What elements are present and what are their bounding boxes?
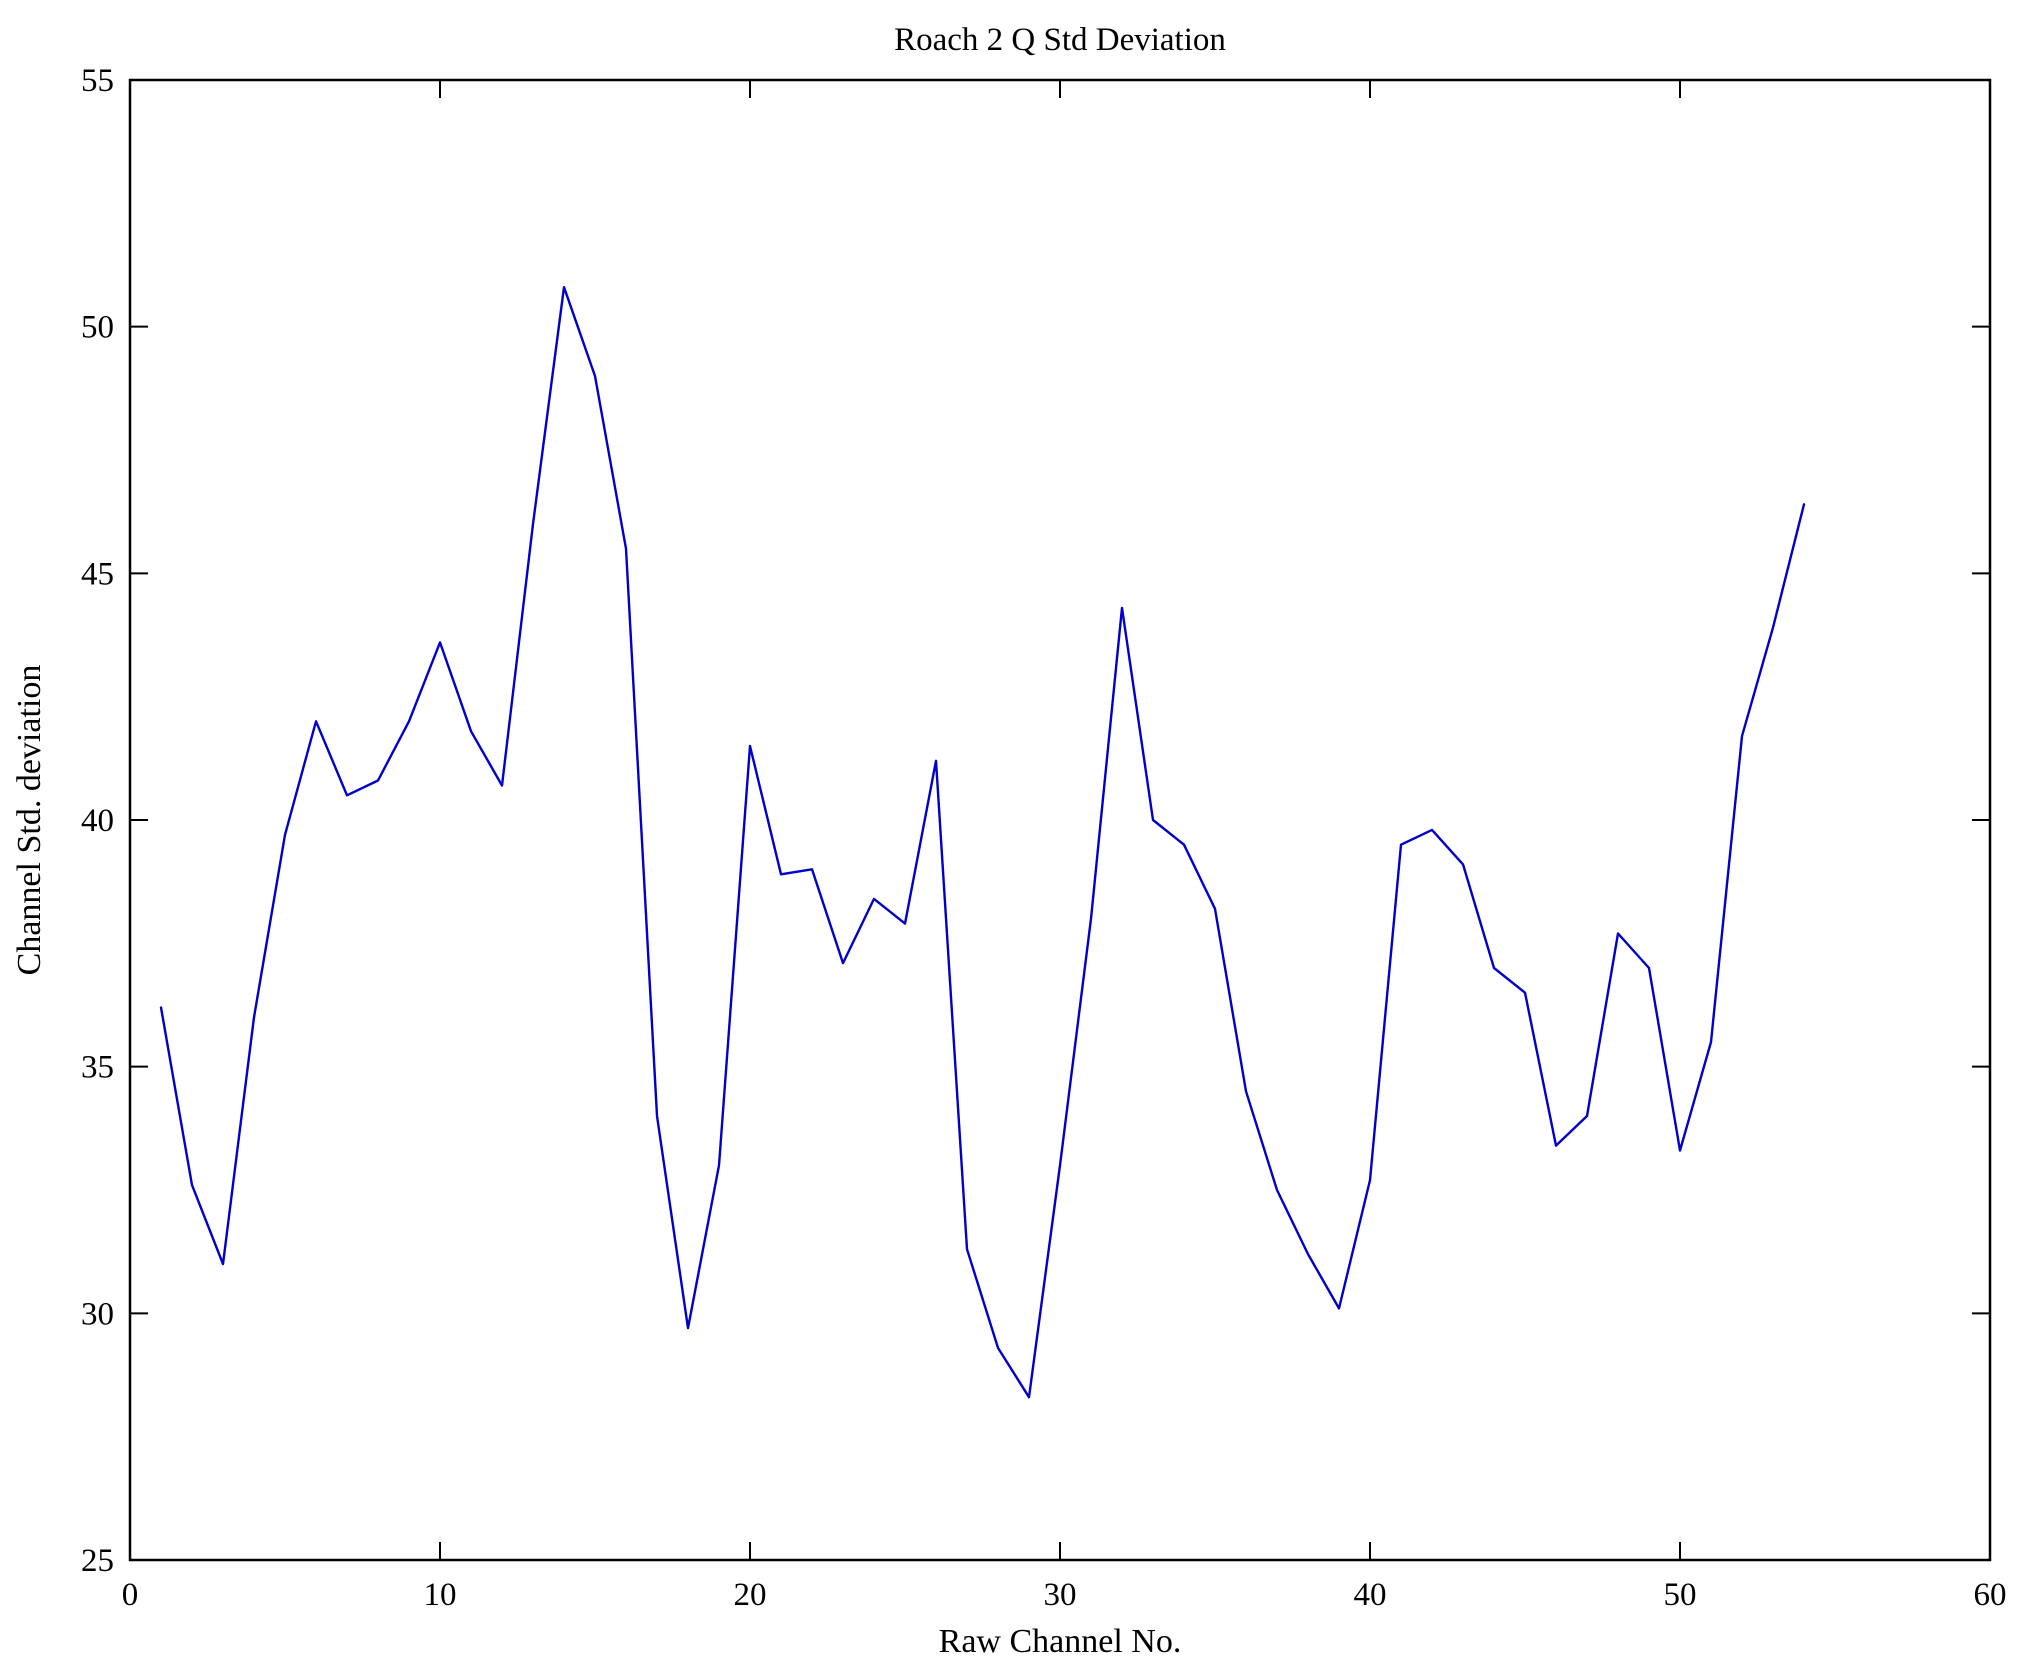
y-tick-label: 30 — [81, 1296, 114, 1332]
x-tick-label: 40 — [1354, 1577, 1387, 1613]
x-tick-label: 0 — [122, 1577, 139, 1613]
y-tick-label: 45 — [81, 556, 114, 592]
plot-area: 0 10 20 30 40 50 60 25 30 35 40 45 50 55 — [81, 63, 2007, 1613]
x-tick-label: 50 — [1664, 1577, 1697, 1613]
chart-title: Roach 2 Q Std Deviation — [894, 22, 1226, 58]
x-tick-label: 10 — [424, 1577, 457, 1613]
y-tick-label: 40 — [81, 803, 114, 839]
y-axis-label: Channel Std. deviation — [11, 665, 48, 976]
x-tick-label: 60 — [1974, 1577, 2007, 1613]
x-tick-label: 30 — [1044, 1577, 1077, 1613]
y-tick-label: 25 — [81, 1543, 114, 1579]
data-series-line — [159, 286, 1806, 1399]
x-axis-label: Raw Channel No. — [939, 1623, 1182, 1660]
y-tick-label: 55 — [81, 63, 114, 99]
x-tick-label: 20 — [734, 1577, 767, 1613]
y-tick-label: 35 — [81, 1050, 114, 1086]
axes-box — [128, 78, 1992, 1562]
y-tick-label: 50 — [81, 310, 114, 346]
